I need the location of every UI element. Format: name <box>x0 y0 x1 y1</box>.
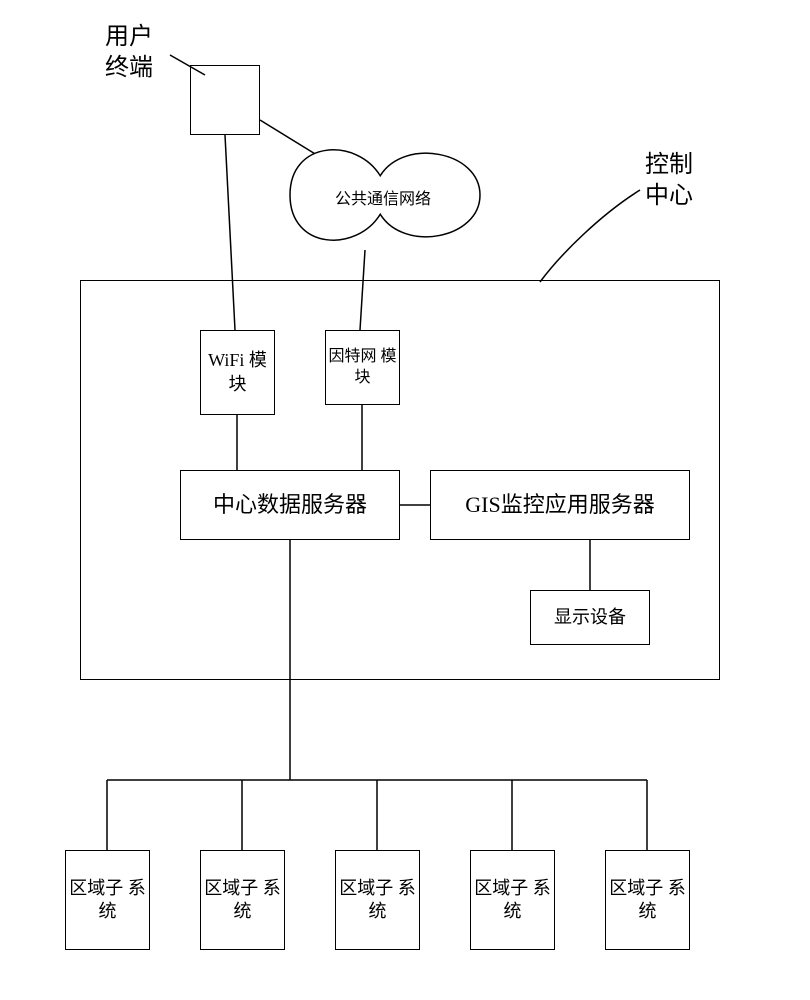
public-network-label: 公共通信网络 <box>335 190 431 211</box>
wifi-module-box: WiFi 模块 <box>200 330 275 415</box>
user-terminal-box <box>190 65 260 135</box>
subsystem-box-2: 区域子 系统 <box>200 850 285 950</box>
edge-control_center_label_leader <box>540 190 640 282</box>
control-center-label: 控制 中心 <box>645 150 693 212</box>
center-data-server-box: 中心数据服务器 <box>180 470 400 540</box>
edge-user_terminal_to_cloud <box>260 120 325 160</box>
subsystem-box-5: 区域子 系统 <box>605 850 690 950</box>
user-terminal-label: 用户 终端 <box>105 22 153 84</box>
diagram-canvas: 用户 终端 控制 中心 WiFi 模块 因特网 模块 中心数据服务器 GIS监控… <box>0 0 810 1000</box>
internet-module-box: 因特网 模块 <box>325 330 400 405</box>
gis-server-box: GIS监控应用服务器 <box>430 470 690 540</box>
subsystem-box-3: 区域子 系统 <box>335 850 420 950</box>
subsystem-box-4: 区域子 系统 <box>470 850 555 950</box>
subsystem-box-1: 区域子 系统 <box>65 850 150 950</box>
display-device-box: 显示设备 <box>530 590 650 645</box>
